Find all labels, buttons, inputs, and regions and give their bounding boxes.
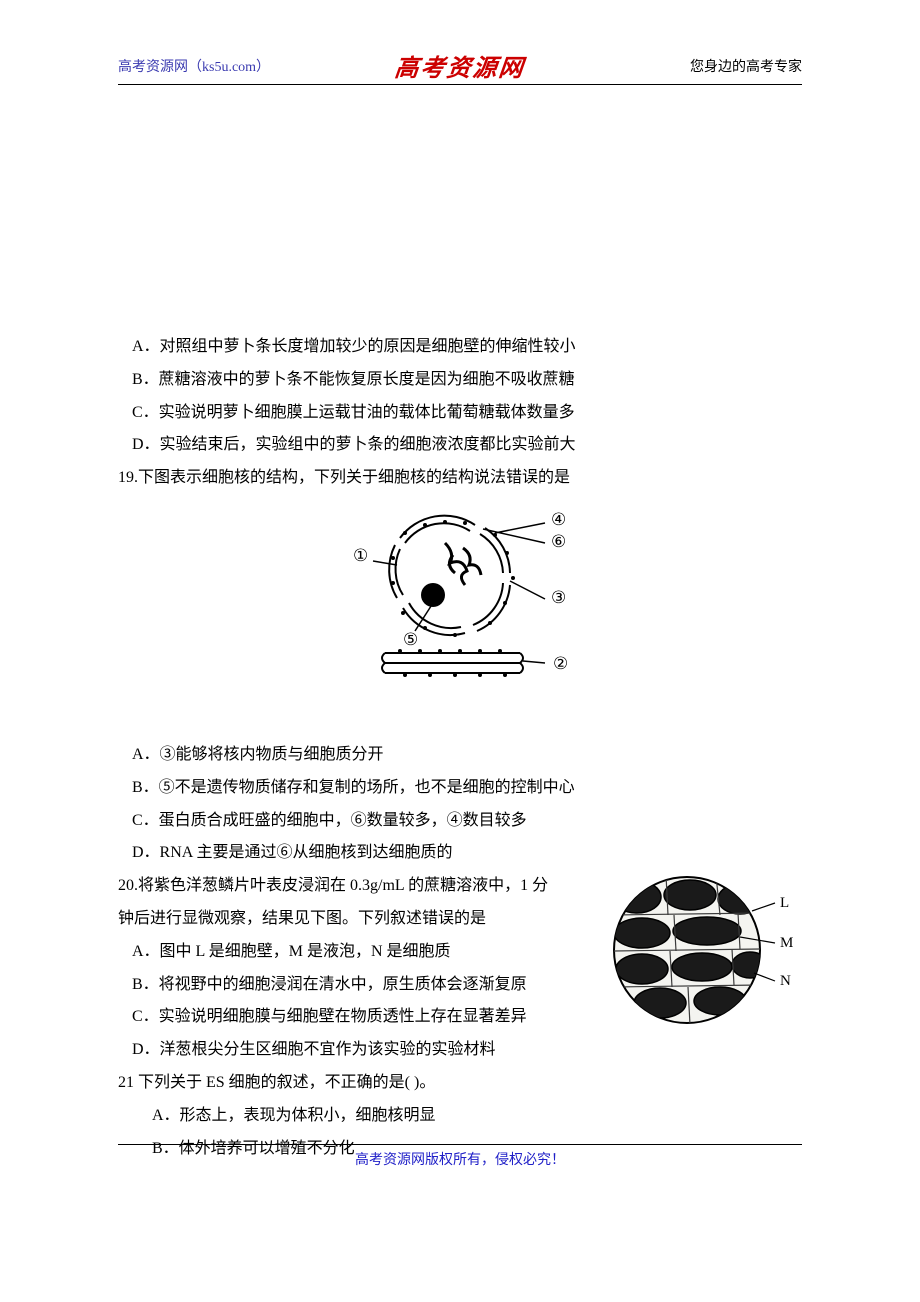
- q19-option-a: A．③能够将核内物质与细胞质分开: [118, 739, 802, 772]
- nucleus-label-4: ④: [551, 510, 566, 529]
- nucleus-label-1: ①: [353, 546, 368, 565]
- page-root: 高考资源网（ks5u.com） 您身边的高考专家 高考资源网 A．对照组中萝卜条…: [0, 0, 920, 1205]
- onion-label-n: N: [780, 973, 791, 989]
- q18-option-b: B．蔗糖溶液中的萝卜条不能恢复原长度是因为细胞不吸收蔗糖: [118, 364, 802, 397]
- header-brand: 高考资源网: [393, 48, 527, 83]
- header-left: 高考资源网（ks5u.com）: [118, 56, 270, 76]
- q18-option-c: C．实验说明萝卜细胞膜上运载甘油的载体比葡萄糖载体数量多: [118, 397, 802, 430]
- q20-option-d: D．洋葱根尖分生区细胞不宜作为该实验的实验材料: [118, 1034, 802, 1067]
- q19-stem: 19.下图表示细胞核的结构，下列关于细胞核的结构说法错误的是: [118, 462, 802, 495]
- content-body: A．对照组中萝卜条长度增加较少的原因是细胞壁的伸缩性较小 B．蔗糖溶液中的萝卜条…: [118, 331, 802, 1165]
- footer-rule: [118, 1144, 802, 1145]
- q18-option-d: D．实验结束后，实验组中的萝卜条的细胞液浓度都比实验前大: [118, 429, 802, 462]
- onion-label-m: M: [780, 935, 793, 951]
- header-rule: [118, 84, 802, 85]
- q19-option-b: B．⑤不是遗传物质储存和复制的场所，也不是细胞的控制中心: [118, 772, 802, 805]
- nucleus-diagram: ① ② ③ ④ ⑤ ⑥: [345, 503, 575, 683]
- nucleus-label-5: ⑤: [403, 630, 418, 649]
- spacer: [118, 695, 802, 739]
- footer-text: 高考资源网版权所有，侵权必究！: [118, 1149, 802, 1169]
- q21-option-a: A．形态上，表现为体积小，细胞核明显: [118, 1100, 802, 1133]
- header-right: 您身边的高考专家: [690, 56, 802, 76]
- q18-option-a: A．对照组中萝卜条长度增加较少的原因是细胞壁的伸缩性较小: [118, 331, 802, 364]
- q19-option-c: C．蛋白质合成旺盛的细胞中，⑥数量较多，④数目较多: [118, 805, 802, 838]
- q19-option-d: D．RNA 主要是通过⑥从细胞核到达细胞质的: [118, 837, 802, 870]
- header-brand-wrap: 高考资源网: [395, 48, 525, 83]
- nucleus-label-3: ③: [551, 588, 566, 607]
- nucleus-label-6: ⑥: [551, 532, 566, 551]
- q21-stem: 21 下列关于 ES 细胞的叙述，不正确的是( )。: [118, 1067, 802, 1100]
- onion-label-l: L: [780, 895, 789, 911]
- page-footer: 高考资源网版权所有，侵权必究！: [118, 1144, 802, 1169]
- nucleus-label-2: ②: [553, 654, 568, 673]
- onion-diagram: L M N: [612, 875, 802, 1025]
